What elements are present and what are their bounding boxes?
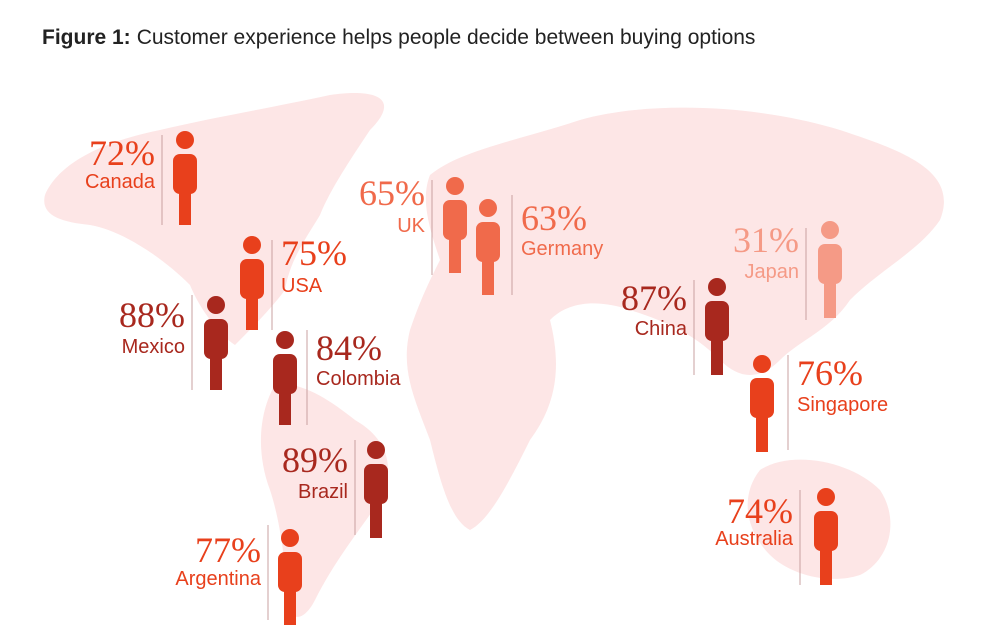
person-head — [176, 131, 194, 149]
person-legs — [482, 254, 494, 295]
person-head — [207, 296, 225, 314]
person-legs — [179, 186, 191, 225]
country-label: Germany — [521, 238, 603, 260]
person-body — [818, 244, 842, 284]
person-body — [750, 378, 774, 418]
person-body — [705, 301, 729, 341]
person-icon — [240, 236, 264, 330]
person-head — [479, 199, 497, 217]
value-label: 88% — [119, 295, 185, 335]
country-label: Singapore — [797, 394, 888, 416]
title-text: Customer experience helps people decide … — [137, 26, 756, 49]
person-icon — [204, 296, 228, 390]
person-legs — [284, 584, 296, 625]
person-body — [814, 511, 838, 551]
person-legs — [756, 410, 768, 452]
country-label: Mexico — [122, 336, 185, 358]
value-label: 72% — [89, 133, 155, 173]
person-head — [243, 236, 261, 254]
person-icon — [476, 199, 500, 295]
person-legs — [711, 333, 723, 375]
person-legs — [246, 291, 258, 330]
value-label: 75% — [281, 233, 347, 273]
country-label: China — [635, 318, 688, 340]
person-head — [817, 488, 835, 506]
person-legs — [210, 351, 222, 390]
country-label: Brazil — [298, 481, 348, 503]
person-body — [240, 259, 264, 299]
person-icon — [173, 131, 197, 225]
person-body — [204, 319, 228, 359]
person-icon — [364, 441, 388, 538]
person-icon — [818, 221, 842, 318]
person-icon — [278, 529, 302, 625]
chart-title: Figure 1: Customer experience helps peopl… — [42, 26, 755, 49]
person-head — [367, 441, 385, 459]
person-body — [364, 464, 388, 504]
person-icon — [814, 488, 838, 585]
person-head — [446, 177, 464, 195]
person-body — [476, 222, 500, 262]
person-icon — [273, 331, 297, 425]
country-label: Japan — [745, 261, 800, 283]
person-body — [278, 552, 302, 592]
value-label: 84% — [316, 328, 382, 368]
person-head — [821, 221, 839, 239]
person-legs — [370, 496, 382, 538]
person-head — [276, 331, 294, 349]
value-label: 76% — [797, 353, 863, 393]
country-label: Argentina — [175, 568, 261, 590]
person-icon — [750, 355, 774, 452]
person-icon — [705, 278, 729, 375]
country-label: USA — [281, 275, 323, 297]
person-legs — [279, 386, 291, 425]
value-label: 87% — [621, 278, 687, 318]
value-label: 74% — [727, 491, 793, 531]
person-head — [753, 355, 771, 373]
value-label: 31% — [733, 220, 799, 260]
country-label: Colombia — [316, 368, 401, 390]
value-label: 65% — [359, 173, 425, 213]
country-label: Canada — [85, 171, 156, 193]
person-legs — [820, 543, 832, 585]
person-legs — [449, 232, 461, 273]
person-head — [281, 529, 299, 547]
title-label: Figure 1: — [42, 26, 131, 49]
person-head — [708, 278, 726, 296]
person-body — [273, 354, 297, 394]
country-label: Australia — [715, 528, 794, 550]
person-body — [173, 154, 197, 194]
person-body — [443, 200, 467, 240]
person-icon — [443, 177, 467, 273]
value-label: 89% — [282, 440, 348, 480]
value-label: 63% — [521, 198, 587, 238]
country-label: UK — [397, 215, 425, 237]
value-label: 77% — [195, 530, 261, 570]
person-legs — [824, 276, 836, 318]
